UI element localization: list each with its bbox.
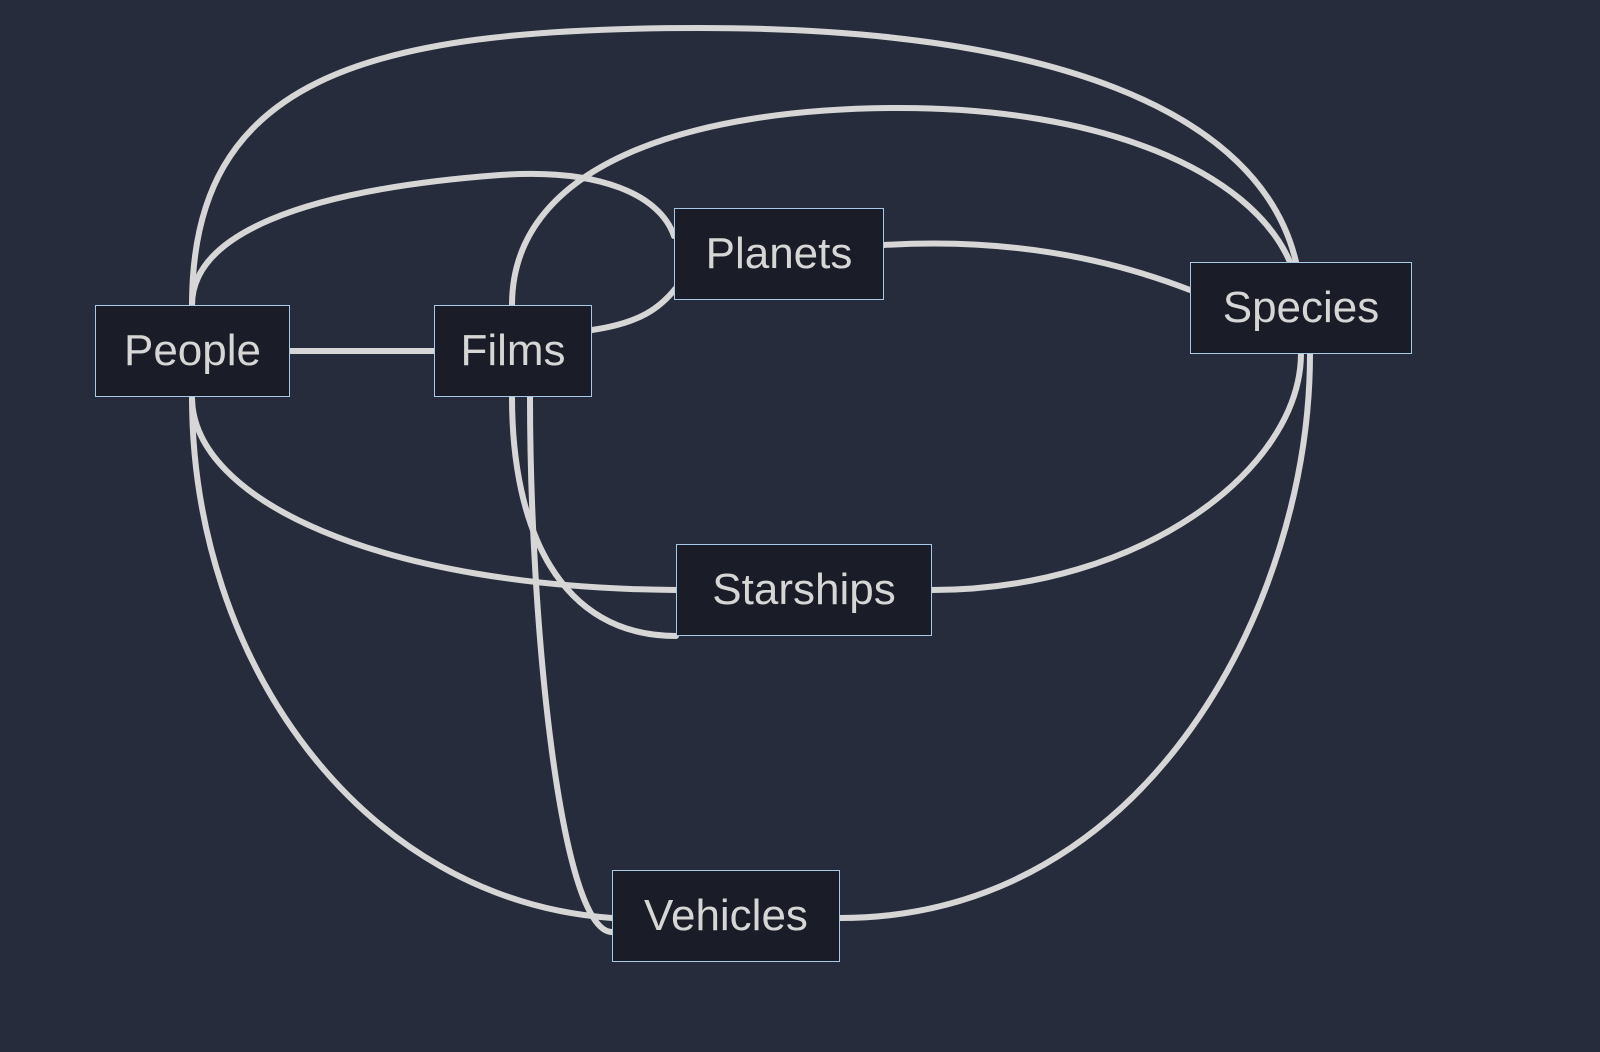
node-label: Vehicles — [644, 891, 808, 941]
edge-vehicles-species — [840, 354, 1310, 918]
node-films[interactable]: Films — [434, 305, 592, 397]
edge-starships-species — [932, 354, 1301, 590]
edge-people-vehicles — [192, 397, 612, 918]
node-label: Planets — [706, 229, 853, 279]
node-label: Starships — [712, 565, 895, 615]
node-starships[interactable]: Starships — [676, 544, 932, 636]
node-label: People — [124, 326, 261, 376]
edge-planets-species — [884, 243, 1190, 290]
node-people[interactable]: People — [95, 305, 290, 397]
node-label: Films — [460, 326, 565, 376]
edge-films-species — [512, 108, 1290, 305]
node-vehicles[interactable]: Vehicles — [612, 870, 840, 962]
edge-films-vehicles — [530, 397, 612, 932]
edge-films-planets — [592, 288, 676, 330]
node-planets[interactable]: Planets — [674, 208, 884, 300]
node-label: Species — [1223, 283, 1380, 333]
network-diagram: People Films Planets Starships Vehicles Speci… — [0, 0, 1600, 1052]
edge-people-starships — [192, 397, 676, 590]
edge-people-planets — [192, 174, 674, 305]
node-species[interactable]: Species — [1190, 262, 1412, 354]
